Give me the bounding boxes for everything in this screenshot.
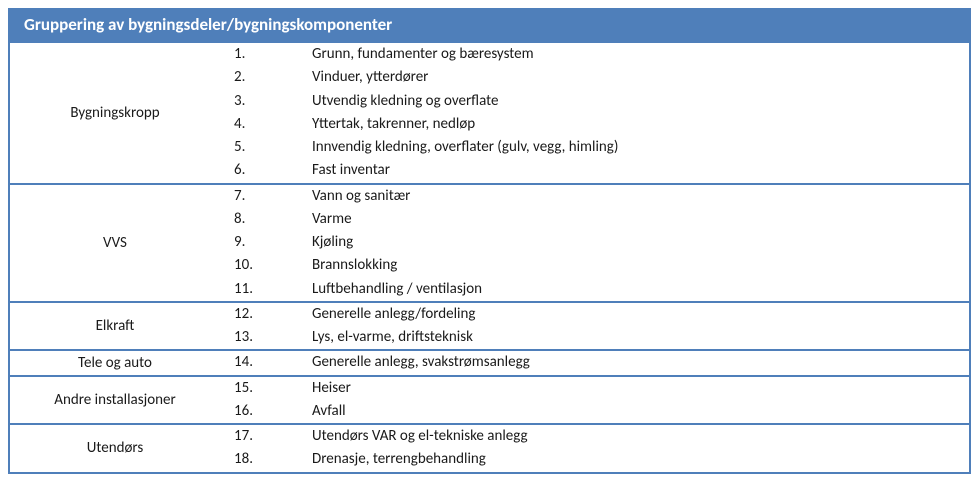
table-row: 10.Brannslokking [220, 254, 969, 277]
table-row: 16.Avfall [220, 400, 969, 423]
group-items: 7.Vann og sanitær 8.Varme 9.Kjøling 10.B… [220, 185, 969, 301]
row-description: Luftbehandling / ventilasjon [284, 278, 969, 301]
group-items: 14.Generelle anlegg, svakstrømsanlegg [220, 351, 969, 374]
table-row: 18.Drenasje, terrengbehandling [220, 448, 969, 471]
row-description: Brannslokking [284, 254, 969, 277]
group-andre-installasjoner: Andre installasjoner 15.Heiser 16.Avfall [10, 375, 969, 424]
table-row: 12.Generelle anlegg/fordeling [220, 303, 969, 326]
table-row: 11.Luftbehandling / ventilasjon [220, 278, 969, 301]
row-description: Utvendig kledning og overflate [284, 90, 969, 113]
table-row: 7.Vann og sanitær [220, 185, 969, 208]
row-description: Kjøling [284, 231, 969, 254]
table-title: Gruppering av bygningsdeler/bygningskomp… [10, 10, 969, 41]
building-components-table: Gruppering av bygningsdeler/bygningskomp… [8, 8, 971, 474]
row-number: 1. [220, 43, 284, 66]
row-description: Avfall [284, 400, 969, 423]
row-number: 16. [220, 400, 284, 423]
table-row: 5.Innvendig kledning, overflater (gulv, … [220, 136, 969, 159]
table-row: 8.Varme [220, 208, 969, 231]
row-number: 7. [220, 185, 284, 208]
group-label: Tele og auto [10, 351, 220, 374]
table-row: 15.Heiser [220, 377, 969, 400]
group-bygningskropp: Bygningskropp 1.Grunn, fundamenter og bæ… [10, 41, 969, 183]
group-vvs: VVS 7.Vann og sanitær 8.Varme 9.Kjøling … [10, 183, 969, 301]
row-description: Vinduer, ytterdører [284, 66, 969, 89]
table-row: 1.Grunn, fundamenter og bæresystem [220, 43, 969, 66]
group-label: Bygningskropp [10, 43, 220, 183]
row-description: Generelle anlegg, svakstrømsanlegg [284, 351, 969, 374]
row-description: Generelle anlegg/fordeling [284, 303, 969, 326]
row-description: Heiser [284, 377, 969, 400]
row-number: 3. [220, 90, 284, 113]
table-row: 2.Vinduer, ytterdører [220, 66, 969, 89]
row-description: Varme [284, 208, 969, 231]
row-description: Yttertak, takrenner, nedløp [284, 113, 969, 136]
group-items: 12.Generelle anlegg/fordeling 13.Lys, el… [220, 303, 969, 350]
group-label: Andre installasjoner [10, 377, 220, 424]
row-description: Utendørs VAR og el-tekniske anlegg [284, 425, 969, 448]
row-number: 5. [220, 136, 284, 159]
group-tele-og-auto: Tele og auto 14.Generelle anlegg, svakst… [10, 349, 969, 374]
table-row: 13.Lys, el-varme, driftsteknisk [220, 326, 969, 349]
group-utendors: Utendørs 17.Utendørs VAR og el-tekniske … [10, 423, 969, 472]
row-number: 2. [220, 66, 284, 89]
table-row: 9.Kjøling [220, 231, 969, 254]
group-label: Elkraft [10, 303, 220, 350]
row-description: Drenasje, terrengbehandling [284, 448, 969, 471]
row-description: Fast inventar [284, 159, 969, 182]
row-description: Innvendig kledning, overflater (gulv, ve… [284, 136, 969, 159]
row-number: 15. [220, 377, 284, 400]
row-description: Grunn, fundamenter og bæresystem [284, 43, 969, 66]
row-number: 8. [220, 208, 284, 231]
table-row: 17.Utendørs VAR og el-tekniske anlegg [220, 425, 969, 448]
row-number: 11. [220, 278, 284, 301]
row-number: 6. [220, 159, 284, 182]
table-row: 14.Generelle anlegg, svakstrømsanlegg [220, 351, 969, 374]
table-row: 3.Utvendig kledning og overflate [220, 90, 969, 113]
row-description: Lys, el-varme, driftsteknisk [284, 326, 969, 349]
table-row: 4.Yttertak, takrenner, nedløp [220, 113, 969, 136]
row-number: 4. [220, 113, 284, 136]
row-number: 9. [220, 231, 284, 254]
table-row: 6.Fast inventar [220, 159, 969, 182]
row-number: 12. [220, 303, 284, 326]
group-items: 17.Utendørs VAR og el-tekniske anlegg 18… [220, 425, 969, 472]
group-label: VVS [10, 185, 220, 301]
group-elkraft: Elkraft 12.Generelle anlegg/fordeling 13… [10, 301, 969, 350]
group-items: 15.Heiser 16.Avfall [220, 377, 969, 424]
row-description: Vann og sanitær [284, 185, 969, 208]
group-label: Utendørs [10, 425, 220, 472]
row-number: 10. [220, 254, 284, 277]
row-number: 18. [220, 448, 284, 471]
row-number: 13. [220, 326, 284, 349]
row-number: 14. [220, 351, 284, 374]
row-number: 17. [220, 425, 284, 448]
group-items: 1.Grunn, fundamenter og bæresystem 2.Vin… [220, 43, 969, 183]
